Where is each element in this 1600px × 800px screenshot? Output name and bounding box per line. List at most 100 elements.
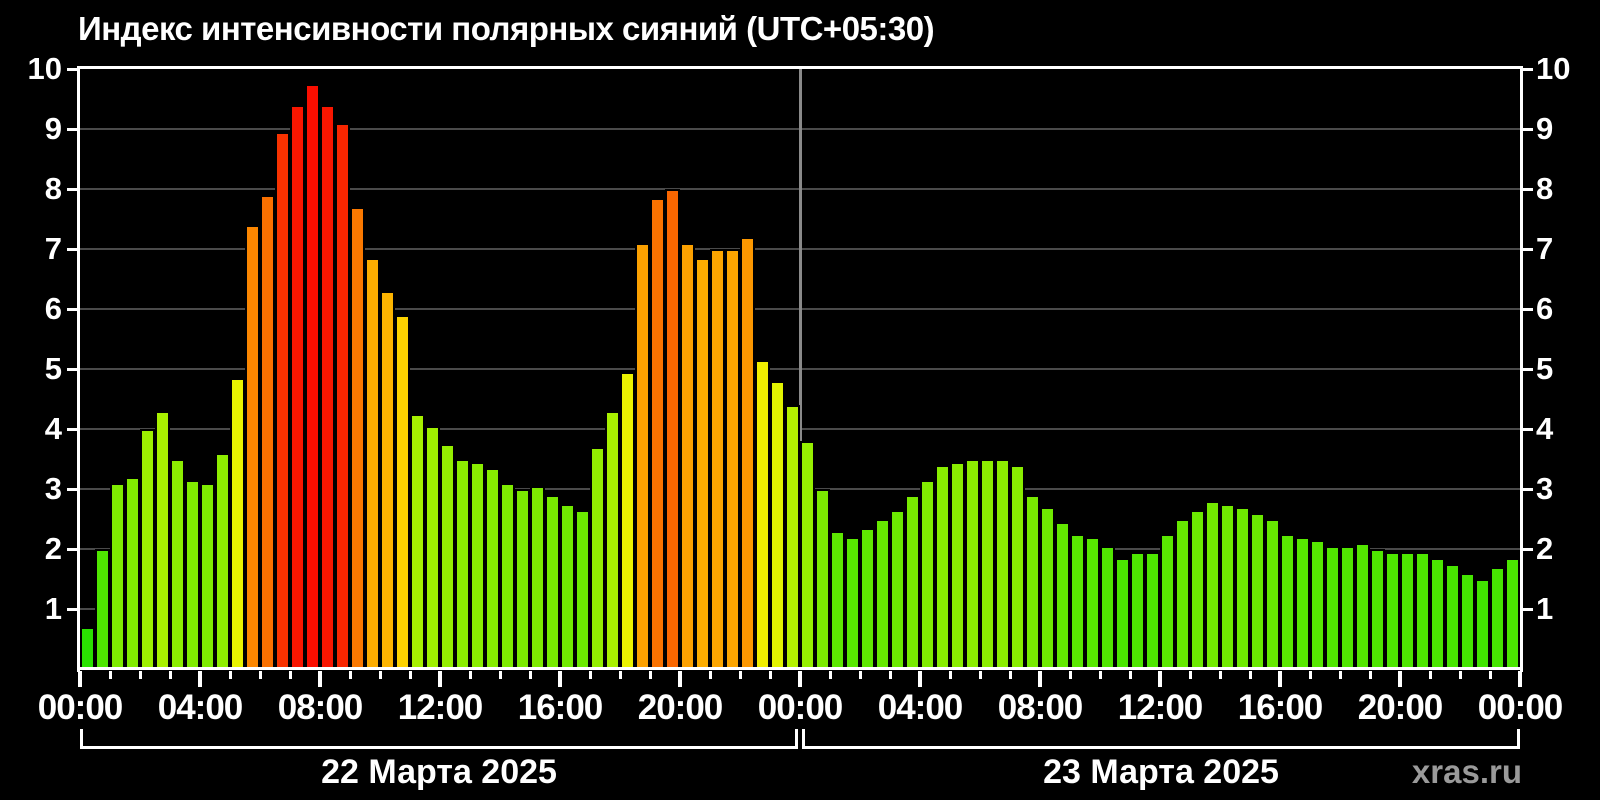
plot-frame-right xyxy=(1520,66,1523,672)
x-axis-tick-major xyxy=(1038,671,1042,687)
y-axis-tick-right xyxy=(1523,247,1533,251)
bar xyxy=(620,372,635,669)
bar xyxy=(890,510,905,669)
x-axis-tick-minor xyxy=(1488,671,1492,679)
x-axis-tick-minor xyxy=(228,671,232,679)
day-bracket-end-left xyxy=(802,729,805,746)
y-axis-label-left: 8 xyxy=(44,171,62,206)
bar xyxy=(140,429,155,669)
bar xyxy=(560,504,575,669)
bar xyxy=(575,510,590,669)
x-axis-tick-minor xyxy=(1188,671,1192,679)
bar xyxy=(1445,564,1460,669)
bar xyxy=(485,468,500,669)
y-axis-tick-right xyxy=(1523,547,1533,551)
x-axis-label: 04:00 xyxy=(877,688,964,727)
bar xyxy=(515,489,530,669)
bar xyxy=(470,462,485,669)
day-bracket-end-right xyxy=(795,729,798,746)
x-axis-tick-minor xyxy=(588,671,592,679)
bar xyxy=(1100,546,1115,669)
bar xyxy=(1355,543,1370,669)
bar xyxy=(95,549,110,669)
x-axis-tick-minor xyxy=(528,671,532,679)
y-axis-label-right: 10 xyxy=(1536,51,1571,86)
x-axis-tick-major xyxy=(678,671,682,687)
bar xyxy=(500,483,515,669)
bar xyxy=(455,459,470,669)
bar xyxy=(1430,558,1445,669)
x-axis-tick-major xyxy=(1398,671,1402,687)
x-axis-tick-minor xyxy=(408,671,412,679)
bar xyxy=(815,489,830,669)
bar xyxy=(230,378,245,669)
bar xyxy=(680,243,695,669)
bar xyxy=(1025,495,1040,669)
bar xyxy=(245,225,260,669)
bar xyxy=(995,459,1010,669)
x-axis-label: 00:00 xyxy=(757,688,844,727)
bar xyxy=(1340,546,1355,669)
bar xyxy=(1160,534,1175,669)
bar xyxy=(305,84,320,669)
bar xyxy=(290,105,305,669)
bar xyxy=(545,495,560,669)
bar xyxy=(845,537,860,669)
chart-title: Индекс интенсивности полярных сияний (UT… xyxy=(78,10,935,47)
bar xyxy=(1385,552,1400,669)
bar xyxy=(1265,519,1280,669)
bar xyxy=(590,447,605,669)
bar xyxy=(1295,537,1310,669)
bar xyxy=(770,381,785,669)
bar xyxy=(1190,510,1205,669)
x-axis-tick-minor xyxy=(1428,671,1432,679)
bar xyxy=(650,198,665,669)
x-axis-label: 20:00 xyxy=(637,688,724,727)
y-axis-label-left: 10 xyxy=(27,51,62,86)
x-axis-tick-minor xyxy=(1338,671,1342,679)
watermark: xras.ru xyxy=(1411,753,1522,790)
x-axis-tick-major xyxy=(798,671,802,687)
y-axis-label-right: 3 xyxy=(1536,471,1554,506)
bar xyxy=(125,477,140,669)
x-axis-tick-major xyxy=(558,671,562,687)
x-axis-tick-major xyxy=(318,671,322,687)
y-axis-label-right: 1 xyxy=(1536,591,1554,626)
bar xyxy=(1325,546,1340,669)
bar xyxy=(1400,552,1415,669)
y-axis-tick-left xyxy=(67,547,77,551)
x-axis-label: 00:00 xyxy=(37,688,124,727)
bar xyxy=(215,453,230,669)
x-axis-tick-major xyxy=(198,671,202,687)
y-axis-label-left: 1 xyxy=(44,591,62,626)
y-axis-label-left: 9 xyxy=(44,111,62,146)
x-axis-label: 08:00 xyxy=(277,688,364,727)
bar xyxy=(1220,504,1235,669)
bar xyxy=(1085,537,1100,669)
x-axis-tick-minor xyxy=(378,671,382,679)
x-axis-tick-minor xyxy=(1008,671,1012,679)
bar xyxy=(980,459,995,669)
bar xyxy=(1235,507,1250,669)
y-axis-tick-left xyxy=(67,307,77,311)
y-axis-tick-left xyxy=(67,487,77,491)
bar xyxy=(800,441,815,669)
bar xyxy=(875,519,890,669)
x-axis-label: 04:00 xyxy=(157,688,244,727)
bar xyxy=(755,360,770,669)
bar xyxy=(1415,552,1430,669)
bar xyxy=(335,123,350,669)
bar xyxy=(410,414,425,669)
x-axis-tick-minor xyxy=(768,671,772,679)
bar xyxy=(440,444,455,669)
y-axis-label-right: 5 xyxy=(1536,351,1554,386)
bar xyxy=(1280,534,1295,669)
x-axis-tick-minor xyxy=(948,671,952,679)
bar xyxy=(275,132,290,669)
x-axis-tick-minor xyxy=(1248,671,1252,679)
bar xyxy=(1055,522,1070,669)
y-axis-label-left: 2 xyxy=(44,531,62,566)
y-axis-tick-left xyxy=(67,67,77,71)
bar xyxy=(530,486,545,669)
